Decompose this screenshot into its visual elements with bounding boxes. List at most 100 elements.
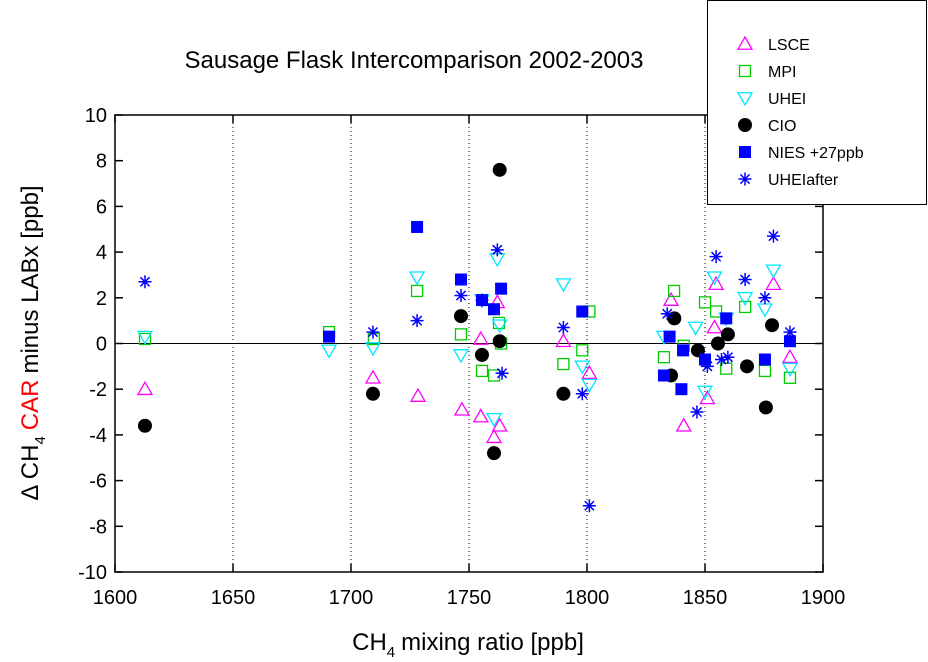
data-point xyxy=(740,359,755,374)
data-point xyxy=(320,344,338,359)
data-point xyxy=(454,273,467,286)
data-point xyxy=(720,312,733,325)
y-axis-label: Δ CH4 CAR minus LABx [ppb] xyxy=(17,185,49,500)
data-point xyxy=(667,284,681,298)
legend-marker xyxy=(738,64,752,78)
data-point xyxy=(706,319,723,334)
data-point xyxy=(364,342,382,357)
x-tick-label: 1800 xyxy=(565,587,610,609)
y-label-sub: 4 xyxy=(32,436,49,444)
data-point xyxy=(495,282,508,295)
legend-label: UHEIafter xyxy=(768,172,839,189)
data-point xyxy=(474,347,489,362)
data-point xyxy=(365,386,380,401)
data-point xyxy=(366,325,380,339)
data-point xyxy=(698,296,712,309)
y-tick-label: 0 xyxy=(96,334,107,356)
legend-label: MPI xyxy=(768,64,796,81)
data-point xyxy=(720,362,733,375)
data-point xyxy=(487,446,502,461)
data-point xyxy=(576,305,589,318)
x-tick-label: 1650 xyxy=(211,587,256,609)
y-tick-label: 8 xyxy=(96,151,107,173)
data-point xyxy=(138,275,152,289)
data-point xyxy=(758,291,772,305)
data-point xyxy=(409,387,427,402)
x-tick-label: 1850 xyxy=(683,587,728,609)
y-tick-label: 10 xyxy=(85,105,107,127)
legend-marker xyxy=(739,146,751,158)
data-point xyxy=(136,380,154,396)
data-point xyxy=(411,220,424,233)
data-point xyxy=(675,417,692,432)
chart-title: Sausage Flask Intercomparison 2002-2003 xyxy=(185,47,644,74)
x-tick-label: 1700 xyxy=(329,587,374,609)
x-tick-label: 1750 xyxy=(447,587,492,609)
y-label-highlight: CAR xyxy=(17,380,44,431)
data-point xyxy=(490,243,504,257)
x-label-main: CH xyxy=(352,629,387,656)
y-tick-label: 2 xyxy=(96,288,107,310)
data-point xyxy=(453,401,471,416)
data-point xyxy=(487,369,501,382)
data-point xyxy=(557,357,570,371)
data-point xyxy=(136,330,154,345)
data-point xyxy=(491,319,508,334)
data-point xyxy=(581,378,598,393)
data-point xyxy=(581,364,598,380)
legend-label: LSCE xyxy=(768,37,810,54)
data-point xyxy=(783,371,797,384)
legend-label: UHEI xyxy=(768,91,806,108)
data-point xyxy=(555,332,572,348)
legend-label: CIO xyxy=(768,118,796,135)
data-point xyxy=(738,300,752,314)
data-point xyxy=(582,499,596,513)
y-tick-label: -10 xyxy=(78,562,107,584)
data-point xyxy=(736,291,754,307)
data-point xyxy=(707,275,725,290)
data-point xyxy=(492,162,507,177)
data-point xyxy=(715,352,729,366)
plot-frame xyxy=(114,114,824,573)
y-label-main: Δ CH xyxy=(17,445,44,501)
data-point xyxy=(783,325,797,339)
data-point xyxy=(555,278,572,293)
data-point xyxy=(410,314,424,328)
data-point xyxy=(721,350,735,364)
data-point xyxy=(137,418,152,433)
y-tick-label: -6 xyxy=(89,471,107,493)
legend-marker xyxy=(738,118,752,132)
data-point xyxy=(765,318,780,333)
data-point xyxy=(576,344,589,357)
data-point xyxy=(758,400,773,415)
data-point xyxy=(690,405,704,419)
legend-marker xyxy=(736,35,754,50)
data-point xyxy=(696,385,714,400)
data-point xyxy=(556,321,570,335)
data-point xyxy=(452,349,470,364)
data-point xyxy=(709,250,723,264)
data-point xyxy=(364,369,382,384)
y-tick-label: 6 xyxy=(96,196,107,218)
legend-marker xyxy=(738,172,752,186)
data-point xyxy=(756,303,774,318)
data-point xyxy=(323,330,336,343)
y-tick-label: 4 xyxy=(96,242,107,264)
data-point xyxy=(492,334,507,349)
data-point xyxy=(781,348,799,364)
data-point xyxy=(758,353,771,366)
data-point xyxy=(766,229,780,243)
data-point xyxy=(765,275,782,290)
data-point xyxy=(738,273,752,287)
y-tick-label: -8 xyxy=(89,516,107,538)
data-point xyxy=(663,330,676,343)
data-point xyxy=(657,369,670,382)
x-label-sub: 4 xyxy=(387,644,395,661)
data-point xyxy=(485,428,503,444)
legend-marker xyxy=(736,92,754,107)
data-point xyxy=(454,328,468,341)
data-point xyxy=(454,289,468,303)
data-point xyxy=(660,307,674,321)
y-label-rest: minus LABx [ppb] xyxy=(17,185,44,373)
